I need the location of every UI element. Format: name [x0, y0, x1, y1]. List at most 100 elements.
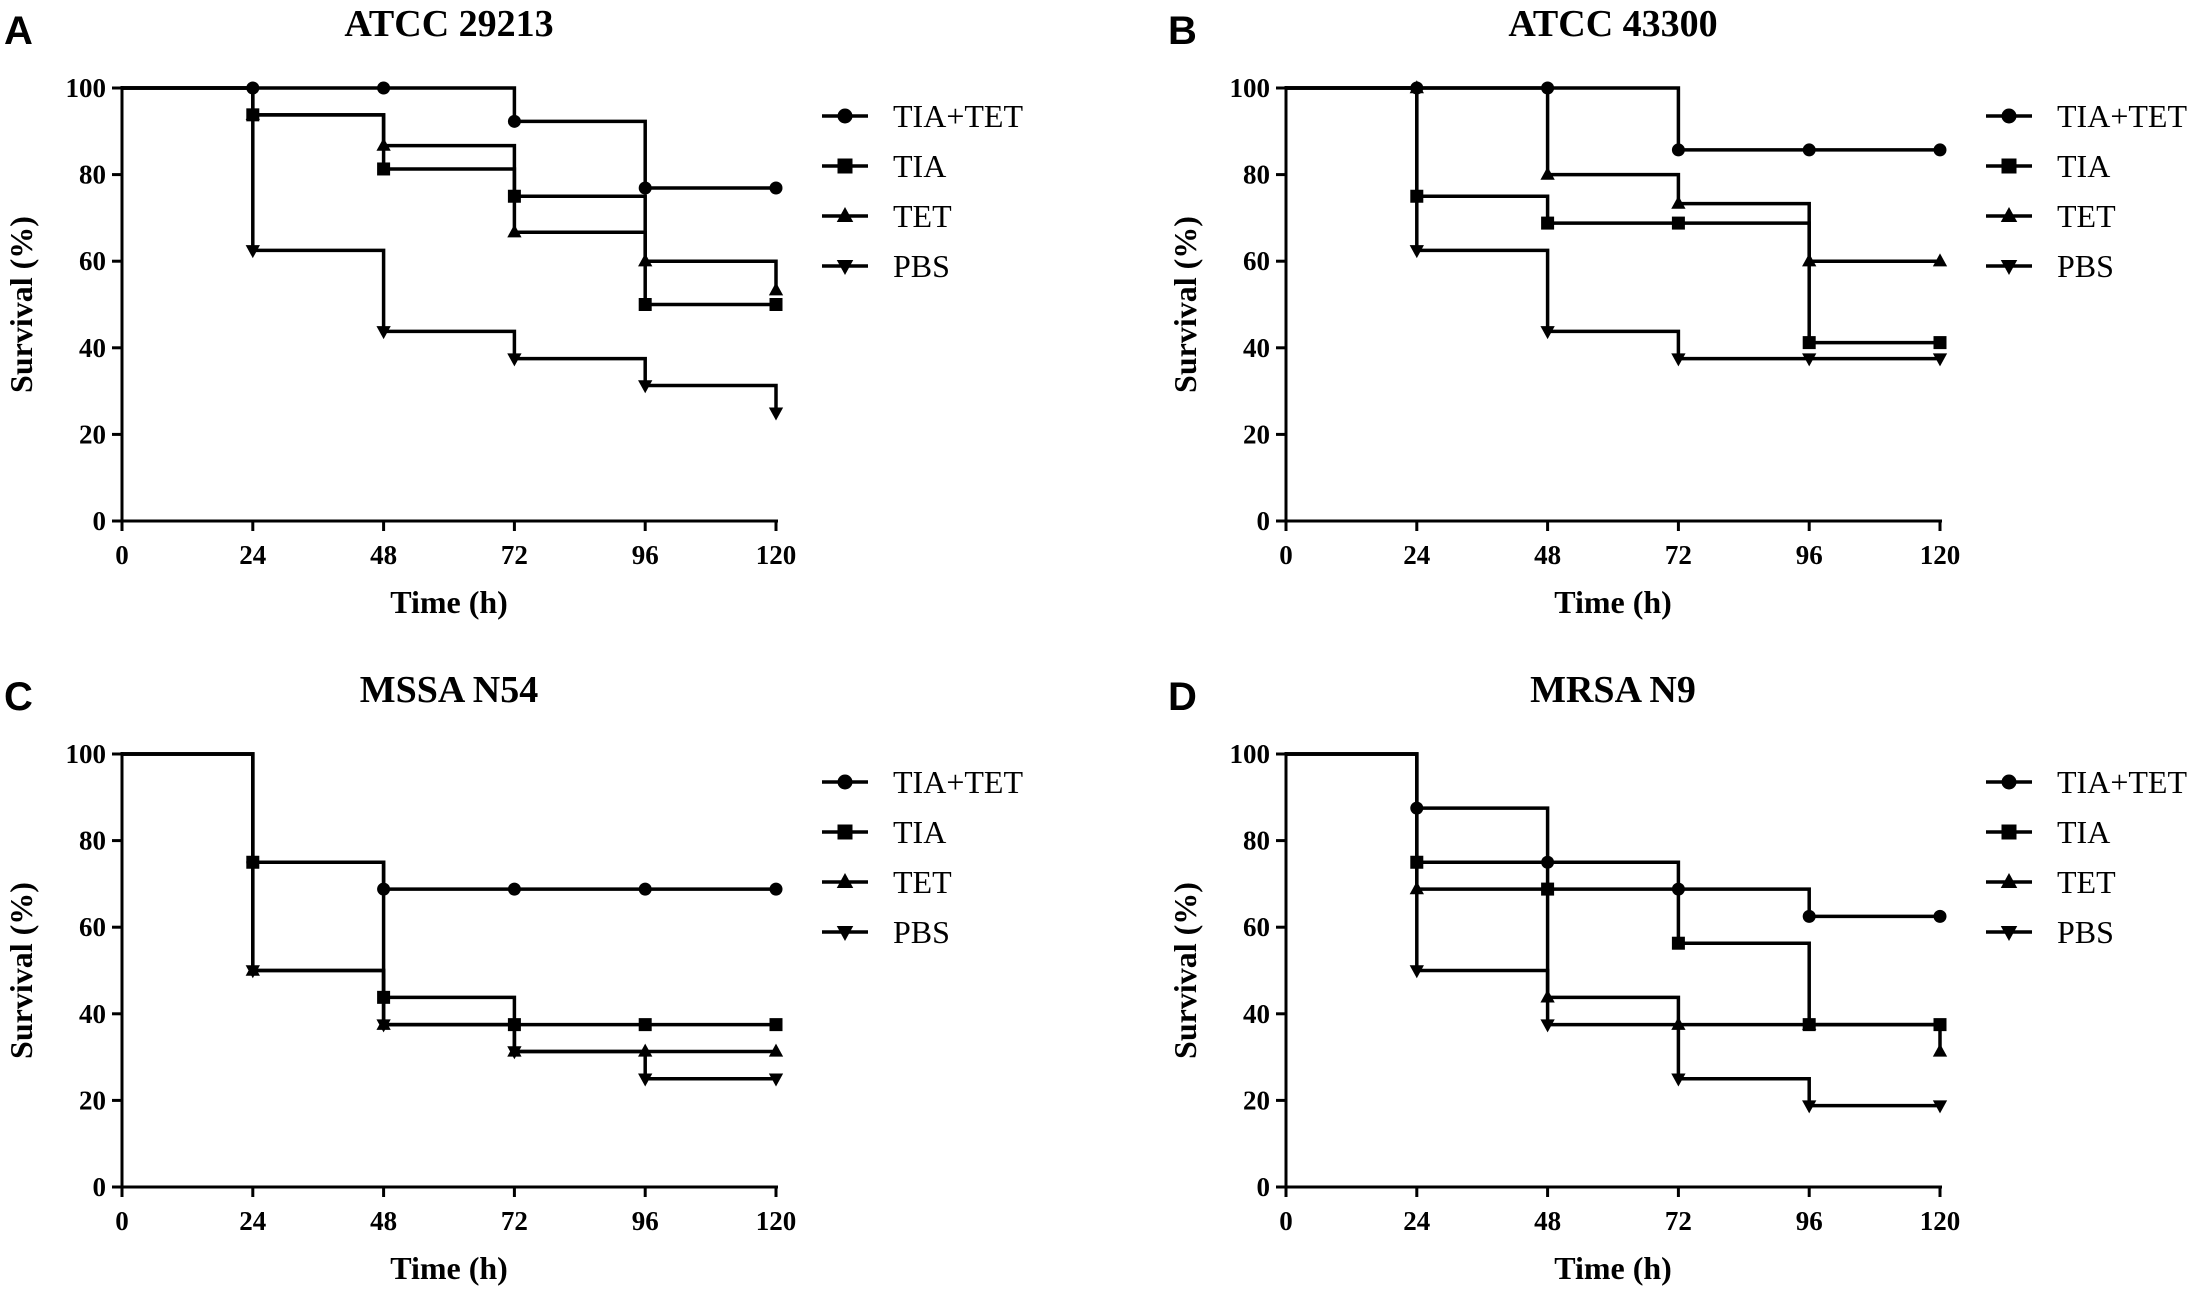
- series-pbs: [1286, 86, 1948, 367]
- panel-letter: B: [1168, 9, 1197, 53]
- y-axis-label: Survival (%): [3, 882, 39, 1059]
- legend-marker: [2000, 926, 2018, 941]
- series-pbs: [122, 86, 784, 421]
- legend-label: TIA+TET: [893, 764, 1023, 800]
- legend-marker: [836, 926, 854, 941]
- data-point: [507, 224, 522, 238]
- x-tick-label: 24: [1403, 1206, 1430, 1236]
- x-axis-label: Time (h): [390, 1250, 508, 1286]
- y-tick-label: 80: [79, 826, 106, 856]
- legend-item: PBS: [1986, 248, 2114, 284]
- y-axis-label: Survival (%): [1167, 216, 1203, 393]
- series-line: [122, 752, 776, 891]
- y-tick-label: 80: [1243, 160, 1270, 190]
- data-point: [507, 882, 521, 896]
- x-axis-label: Time (h): [1554, 1250, 1672, 1286]
- data-point: [1671, 1073, 1686, 1087]
- y-tick-label: 0: [1257, 1172, 1271, 1202]
- data-point: [1409, 245, 1424, 259]
- data-point: [1671, 143, 1685, 157]
- legend-label: TIA+TET: [893, 98, 1023, 134]
- legend-label: TIA+TET: [2057, 764, 2187, 800]
- series-line: [122, 86, 776, 190]
- x-tick-label: 0: [1279, 1206, 1293, 1236]
- series-pbs: [1286, 752, 1948, 1114]
- series-line: [1286, 752, 1940, 1027]
- data-point: [1932, 253, 1948, 267]
- legend-label: TET: [893, 198, 952, 234]
- data-point: [1540, 1019, 1555, 1033]
- data-point: [1932, 353, 1948, 367]
- data-point: [1802, 253, 1817, 267]
- legend-marker: [837, 774, 853, 790]
- series-line: [1286, 752, 1942, 1052]
- data-point: [507, 114, 521, 128]
- chart-title: ATCC 43300: [1508, 3, 1717, 45]
- data-point: [376, 326, 391, 340]
- series-tet: [1286, 752, 1948, 1057]
- series-line: [1286, 752, 1940, 919]
- x-tick-label: 48: [1534, 1206, 1561, 1236]
- x-tick-label: 24: [239, 1206, 266, 1236]
- panel-c: C MSSA N54 0 20 40 60 80 100 0 24 48 72 96 120 Time (h…: [3, 669, 1023, 1286]
- legend-item: PBS: [822, 248, 950, 284]
- data-point: [638, 1018, 652, 1032]
- legend-marker: [2001, 824, 2017, 840]
- data-point: [638, 1073, 653, 1087]
- panel-letter: D: [1168, 675, 1197, 719]
- y-tick-label: 60: [1243, 246, 1270, 276]
- legend-label: TIA: [893, 148, 946, 184]
- legend-item: PBS: [1986, 914, 2114, 950]
- legend-item: TET: [1986, 198, 2116, 234]
- legend-label: TET: [2057, 198, 2116, 234]
- series-line: [122, 86, 778, 413]
- series-tet: [1286, 80, 1948, 267]
- chart-title: MSSA N54: [360, 669, 538, 711]
- y-tick-label: 100: [66, 739, 107, 769]
- legend-marker: [836, 260, 854, 275]
- data-point: [1671, 353, 1686, 367]
- data-point: [769, 181, 783, 195]
- series-pbs: [122, 752, 784, 1087]
- series-line: [1286, 752, 1940, 1108]
- y-tick-label: 20: [79, 1085, 106, 1115]
- y-tick-label: 0: [93, 1172, 107, 1202]
- y-tick-label: 0: [1257, 506, 1271, 536]
- data-point: [1933, 336, 1947, 350]
- y-axis-label: Survival (%): [3, 216, 39, 393]
- x-tick-label: 0: [115, 1206, 129, 1236]
- chart-title: ATCC 29213: [344, 3, 553, 45]
- x-tick-label: 96: [632, 540, 659, 570]
- legend-item: TIA+TET: [822, 764, 1023, 800]
- x-tick-label: 0: [1279, 540, 1293, 570]
- data-point: [638, 253, 653, 267]
- series-tia: [1286, 86, 1947, 350]
- legend-item: TIA+TET: [1986, 98, 2187, 134]
- data-point: [768, 282, 784, 296]
- x-tick-label: 120: [756, 1206, 797, 1236]
- y-tick-label: 40: [79, 333, 106, 363]
- data-point: [376, 137, 391, 151]
- legend-marker: [837, 108, 853, 124]
- legend-marker: [2000, 207, 2018, 222]
- legend-label: TIA: [893, 814, 946, 850]
- series-line: [1286, 86, 1940, 345]
- legend-marker: [2000, 260, 2018, 275]
- data-point: [1802, 336, 1816, 350]
- y-tick-label: 40: [79, 999, 106, 1029]
- x-tick-label: 120: [1920, 540, 1961, 570]
- data-point: [1802, 353, 1817, 367]
- x-tick-label: 96: [1796, 540, 1823, 570]
- legend-item: TIA: [1986, 148, 2110, 184]
- legend-item: TIA+TET: [822, 98, 1023, 134]
- legend-marker: [2001, 108, 2017, 124]
- series-tia-tet: [1286, 81, 1947, 157]
- y-tick-label: 80: [79, 160, 106, 190]
- legend-label: TIA+TET: [2057, 98, 2187, 134]
- legend-label: PBS: [893, 914, 950, 950]
- x-tick-label: 72: [501, 540, 528, 570]
- legend-marker: [836, 873, 854, 888]
- legend-item: PBS: [822, 914, 950, 950]
- x-tick-label: 72: [501, 1206, 528, 1236]
- x-tick-label: 24: [1403, 540, 1430, 570]
